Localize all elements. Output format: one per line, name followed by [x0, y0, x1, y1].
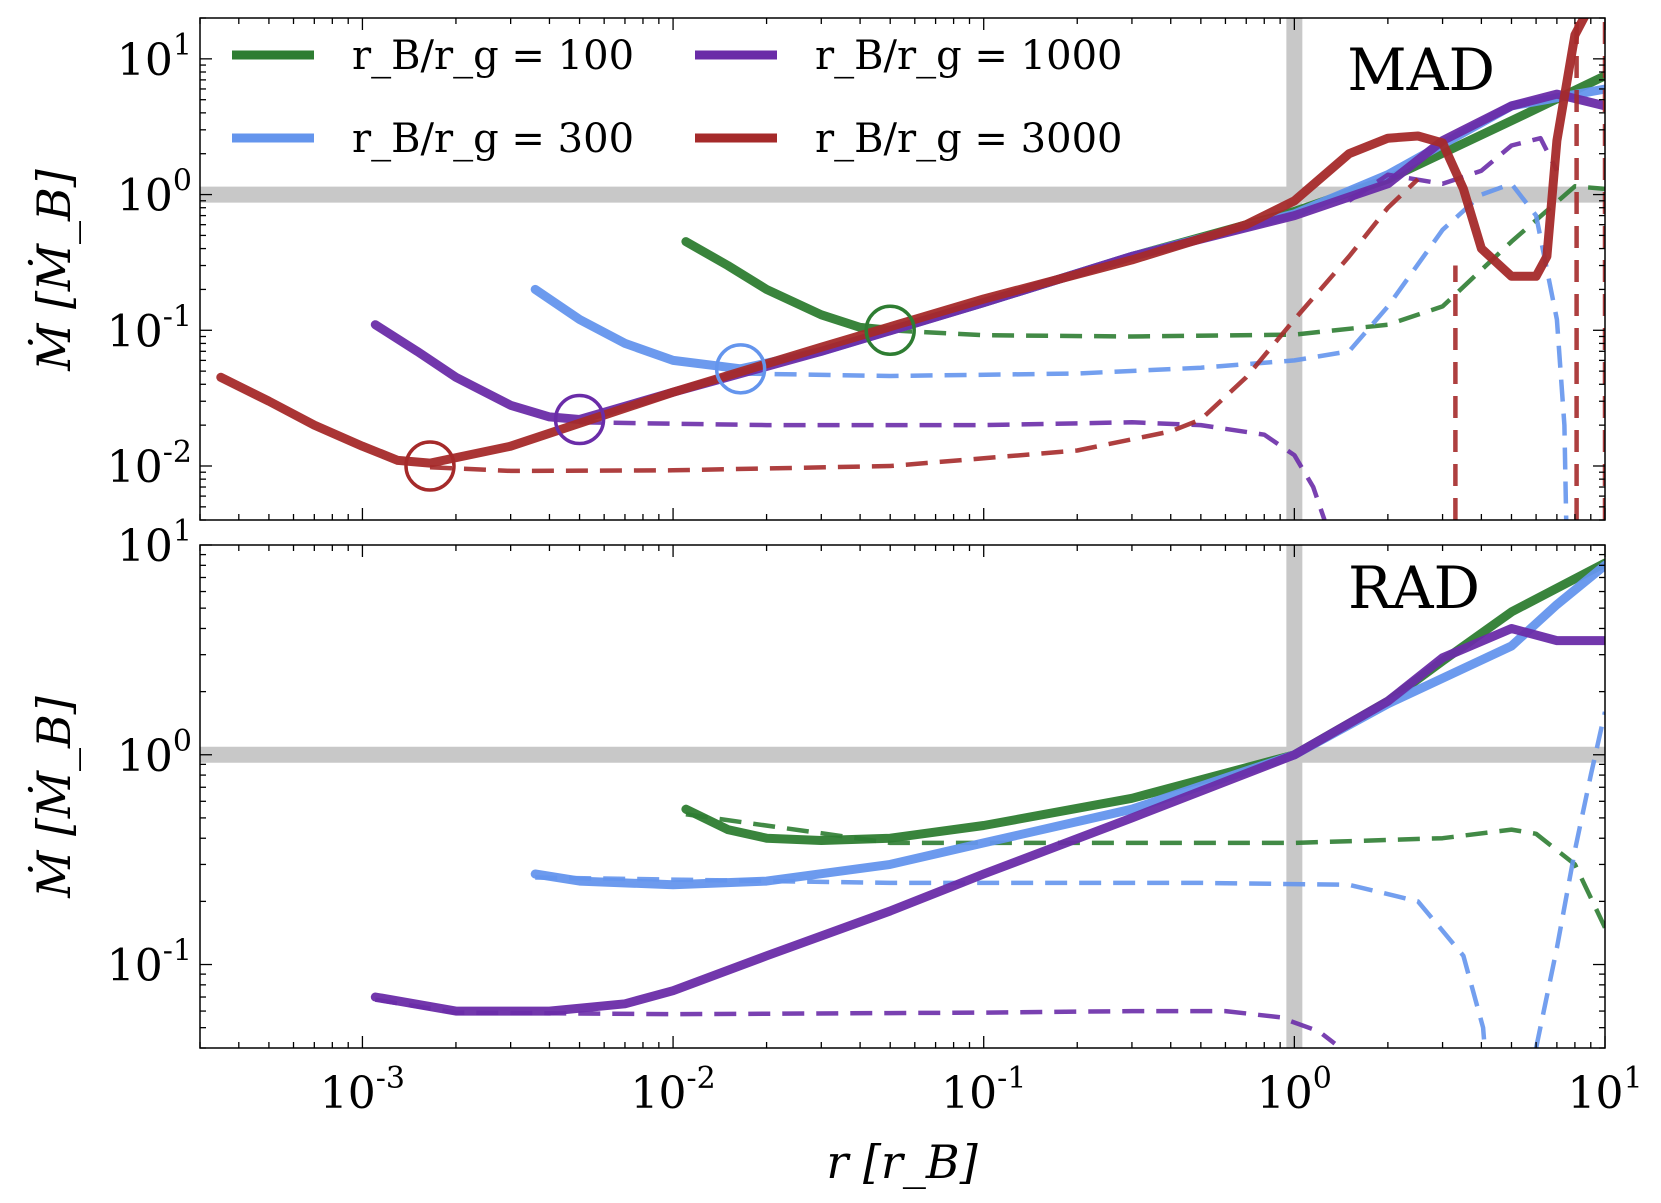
axes-frame	[199, 17, 1606, 521]
panel-mad: 10-2 10-1 100 101 MAD	[107, 17, 1606, 521]
x-tick-label: 10-3	[320, 1061, 405, 1119]
axes-frame	[199, 544, 1606, 1049]
marker-circle-3000	[404, 440, 456, 492]
series-line-3000-solid-7	[216, 18, 1589, 468]
x-tick-label: 101	[1567, 1061, 1642, 1119]
y-tick-label: 10-1	[107, 299, 192, 357]
axis-labels: r [r_B] Ṁ [Ṁ_B] Ṁ [Ṁ_B]	[26, 169, 978, 1189]
series-line-300-dashed-4	[1533, 711, 1605, 1048]
y-tick-label: 101	[117, 514, 192, 572]
y-tick-label: 10-2	[107, 435, 192, 493]
series-line-1000-solid-5	[370, 624, 1605, 1016]
x-tick-label: 100	[1257, 1061, 1332, 1119]
panel-label: RAD	[1348, 554, 1480, 622]
y-tick-label: 100	[117, 724, 192, 782]
marker-circle-300	[714, 343, 767, 395]
panel-rad: 10-1 100 101 10-3 10-2 10-1 100 101 RAD	[107, 514, 1643, 1119]
series-line-1000-dashed-6	[1347, 135, 1559, 203]
x-tick-label: 10-2	[630, 1061, 715, 1119]
y-axis-label-top: Ṁ [Ṁ_B]	[26, 169, 81, 372]
y-tick-label: 101	[117, 28, 192, 86]
x-tick-label: 10-1	[941, 1061, 1026, 1119]
series-line-300-dashed-3	[535, 875, 1487, 1048]
y-axis-label-bottom: Ṁ [Ṁ_B]	[26, 696, 81, 899]
series-line-1000-dashed-6	[374, 997, 1337, 1046]
marker-circle-100	[864, 304, 916, 357]
series-line-1000-dashed-5	[579, 420, 1327, 520]
y-tick-label: 10-1	[107, 934, 192, 992]
plot-area	[200, 545, 1605, 1048]
x-axis-label: r [r_B]	[826, 1135, 977, 1189]
y-tick-label: 100	[117, 164, 192, 222]
legend-label-100: r_B/r_g = 100	[352, 33, 634, 79]
panel-label: MAD	[1347, 36, 1495, 104]
series-line-3000-dashed-8	[429, 177, 1420, 474]
series-line-300-dashed-3	[740, 181, 1569, 520]
plot-area	[200, 18, 1605, 520]
legend: r_B/r_g = 100 r_B/r_g = 1000 r_B/r_g = 300…	[232, 33, 1122, 162]
marker-circle-1000	[553, 393, 606, 446]
legend-label-1000: r_B/r_g = 1000	[815, 33, 1122, 79]
legend-label-300: r_B/r_g = 300	[352, 116, 634, 162]
series-line-100-dashed-1	[890, 184, 1605, 339]
legend-label-3000: r_B/r_g = 3000	[815, 116, 1122, 162]
series-line-300-solid-2	[530, 560, 1605, 890]
